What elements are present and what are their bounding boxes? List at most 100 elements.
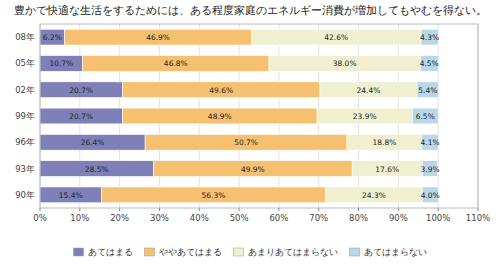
tick-mark <box>40 208 41 211</box>
bar <box>417 82 439 98</box>
bar <box>101 187 325 203</box>
tick-label: 60% <box>269 213 288 223</box>
legend-swatch <box>145 248 155 256</box>
data-label: 56.3% <box>201 191 225 200</box>
data-label: 4.1% <box>420 138 439 147</box>
bar <box>352 161 422 177</box>
chart: 豊かで快適な生活をするためには、ある程度家庭のエネルギー消費が増加してもやむを得… <box>0 0 500 273</box>
data-label: 46.8% <box>164 59 188 68</box>
data-labels: 6.2% 46.9% 42.6% 4.3% 10.7% 46.8% 38.0% 4.5% 20.… <box>43 33 440 200</box>
title: 豊かで快適な生活をするためには、ある程度家庭のエネルギー消費が増加してもやむを得… <box>14 4 487 17</box>
bar <box>122 82 319 98</box>
tick-label: 90% <box>389 213 408 223</box>
data-label: 4.0% <box>421 191 440 200</box>
tick-label: 110% <box>466 213 490 223</box>
data-label: 3.9% <box>420 165 439 174</box>
data-label: 48.9% <box>208 112 232 121</box>
plot-frame <box>40 24 478 208</box>
tick-mark <box>438 208 439 211</box>
legend-item: あてはまる <box>74 247 133 257</box>
data-label: 17.6% <box>375 165 399 174</box>
category-label: 90年 <box>15 190 35 200</box>
tick-label: 70% <box>309 213 328 223</box>
data-label: 28.5% <box>85 165 109 174</box>
bar <box>122 108 317 124</box>
data-label: 23.9% <box>353 112 377 121</box>
tick-label: 100% <box>426 213 450 223</box>
data-label: 15.4% <box>59 191 83 200</box>
category-label: 08年 <box>15 32 35 42</box>
bar <box>317 108 412 124</box>
category-label: 96年 <box>15 137 35 147</box>
data-label: 5.4% <box>418 86 437 95</box>
tick-label: 0% <box>33 213 47 223</box>
tick-mark <box>119 208 120 211</box>
legend-swatch <box>350 248 360 256</box>
data-label: 49.6% <box>209 86 233 95</box>
bar <box>420 56 438 72</box>
bar <box>65 29 252 45</box>
bars <box>40 29 439 202</box>
grid <box>40 24 478 208</box>
tick-mark <box>358 208 359 211</box>
data-label: 50.7% <box>234 138 258 147</box>
tick-label: 80% <box>349 213 368 223</box>
legend-item: ややあてはまる <box>145 247 222 257</box>
bar <box>40 134 145 150</box>
tick-label: 50% <box>230 213 249 223</box>
data-label: 49.9% <box>241 165 265 174</box>
bar <box>251 29 421 45</box>
category-label: 02年 <box>15 85 35 95</box>
bar <box>412 108 438 124</box>
data-label: 20.7% <box>69 86 93 95</box>
bar <box>320 82 417 98</box>
bar <box>40 187 101 203</box>
data-label: 10.7% <box>49 59 73 68</box>
bar <box>269 56 420 72</box>
bar <box>40 56 83 72</box>
category-label: 05年 <box>15 58 35 68</box>
tick-mark <box>79 208 80 211</box>
tick-mark <box>159 208 160 211</box>
tick-mark <box>239 208 240 211</box>
data-label: 46.9% <box>146 33 170 42</box>
data-label: 6.2% <box>43 33 62 42</box>
data-label: 18.8% <box>373 138 397 147</box>
data-label: 24.4% <box>357 86 381 95</box>
bar <box>325 187 422 203</box>
tick-label: 40% <box>190 213 209 223</box>
bar <box>347 134 422 150</box>
tick-label: 20% <box>110 213 129 223</box>
category-label: 93年 <box>15 164 35 174</box>
bar <box>145 134 347 150</box>
data-label: 4.5% <box>420 59 439 68</box>
legend-label: あてはまる <box>88 247 133 257</box>
bar <box>40 29 65 45</box>
legend: あてはまる ややあてはまる あまりあてはまらない あてはまらない <box>74 247 427 257</box>
legend-swatch <box>74 248 84 256</box>
legend-item: あまりあてはまらない <box>234 247 338 257</box>
category-label: 99年 <box>15 111 35 121</box>
legend-item: あてはまらない <box>350 247 427 257</box>
tick-mark <box>278 208 279 211</box>
bar <box>153 161 352 177</box>
bar <box>83 56 269 72</box>
data-label: 20.7% <box>69 112 93 121</box>
bar <box>40 82 122 98</box>
tick-mark <box>478 208 479 211</box>
data-label: 4.3% <box>420 33 439 42</box>
legend-swatch <box>234 248 244 256</box>
data-label: 38.0% <box>333 59 357 68</box>
tick-mark <box>199 208 200 211</box>
data-label: 6.5% <box>416 112 435 121</box>
tick-mark <box>398 208 399 211</box>
bar <box>40 108 122 124</box>
data-label: 42.6% <box>324 33 348 42</box>
bar <box>40 161 153 177</box>
data-label: 26.4% <box>81 138 105 147</box>
tick-label: 30% <box>150 213 169 223</box>
bar <box>421 29 438 45</box>
legend-label: ややあてはまる <box>159 247 222 257</box>
data-label: 24.3% <box>362 191 386 200</box>
legend-label: あてはまらない <box>364 247 427 257</box>
